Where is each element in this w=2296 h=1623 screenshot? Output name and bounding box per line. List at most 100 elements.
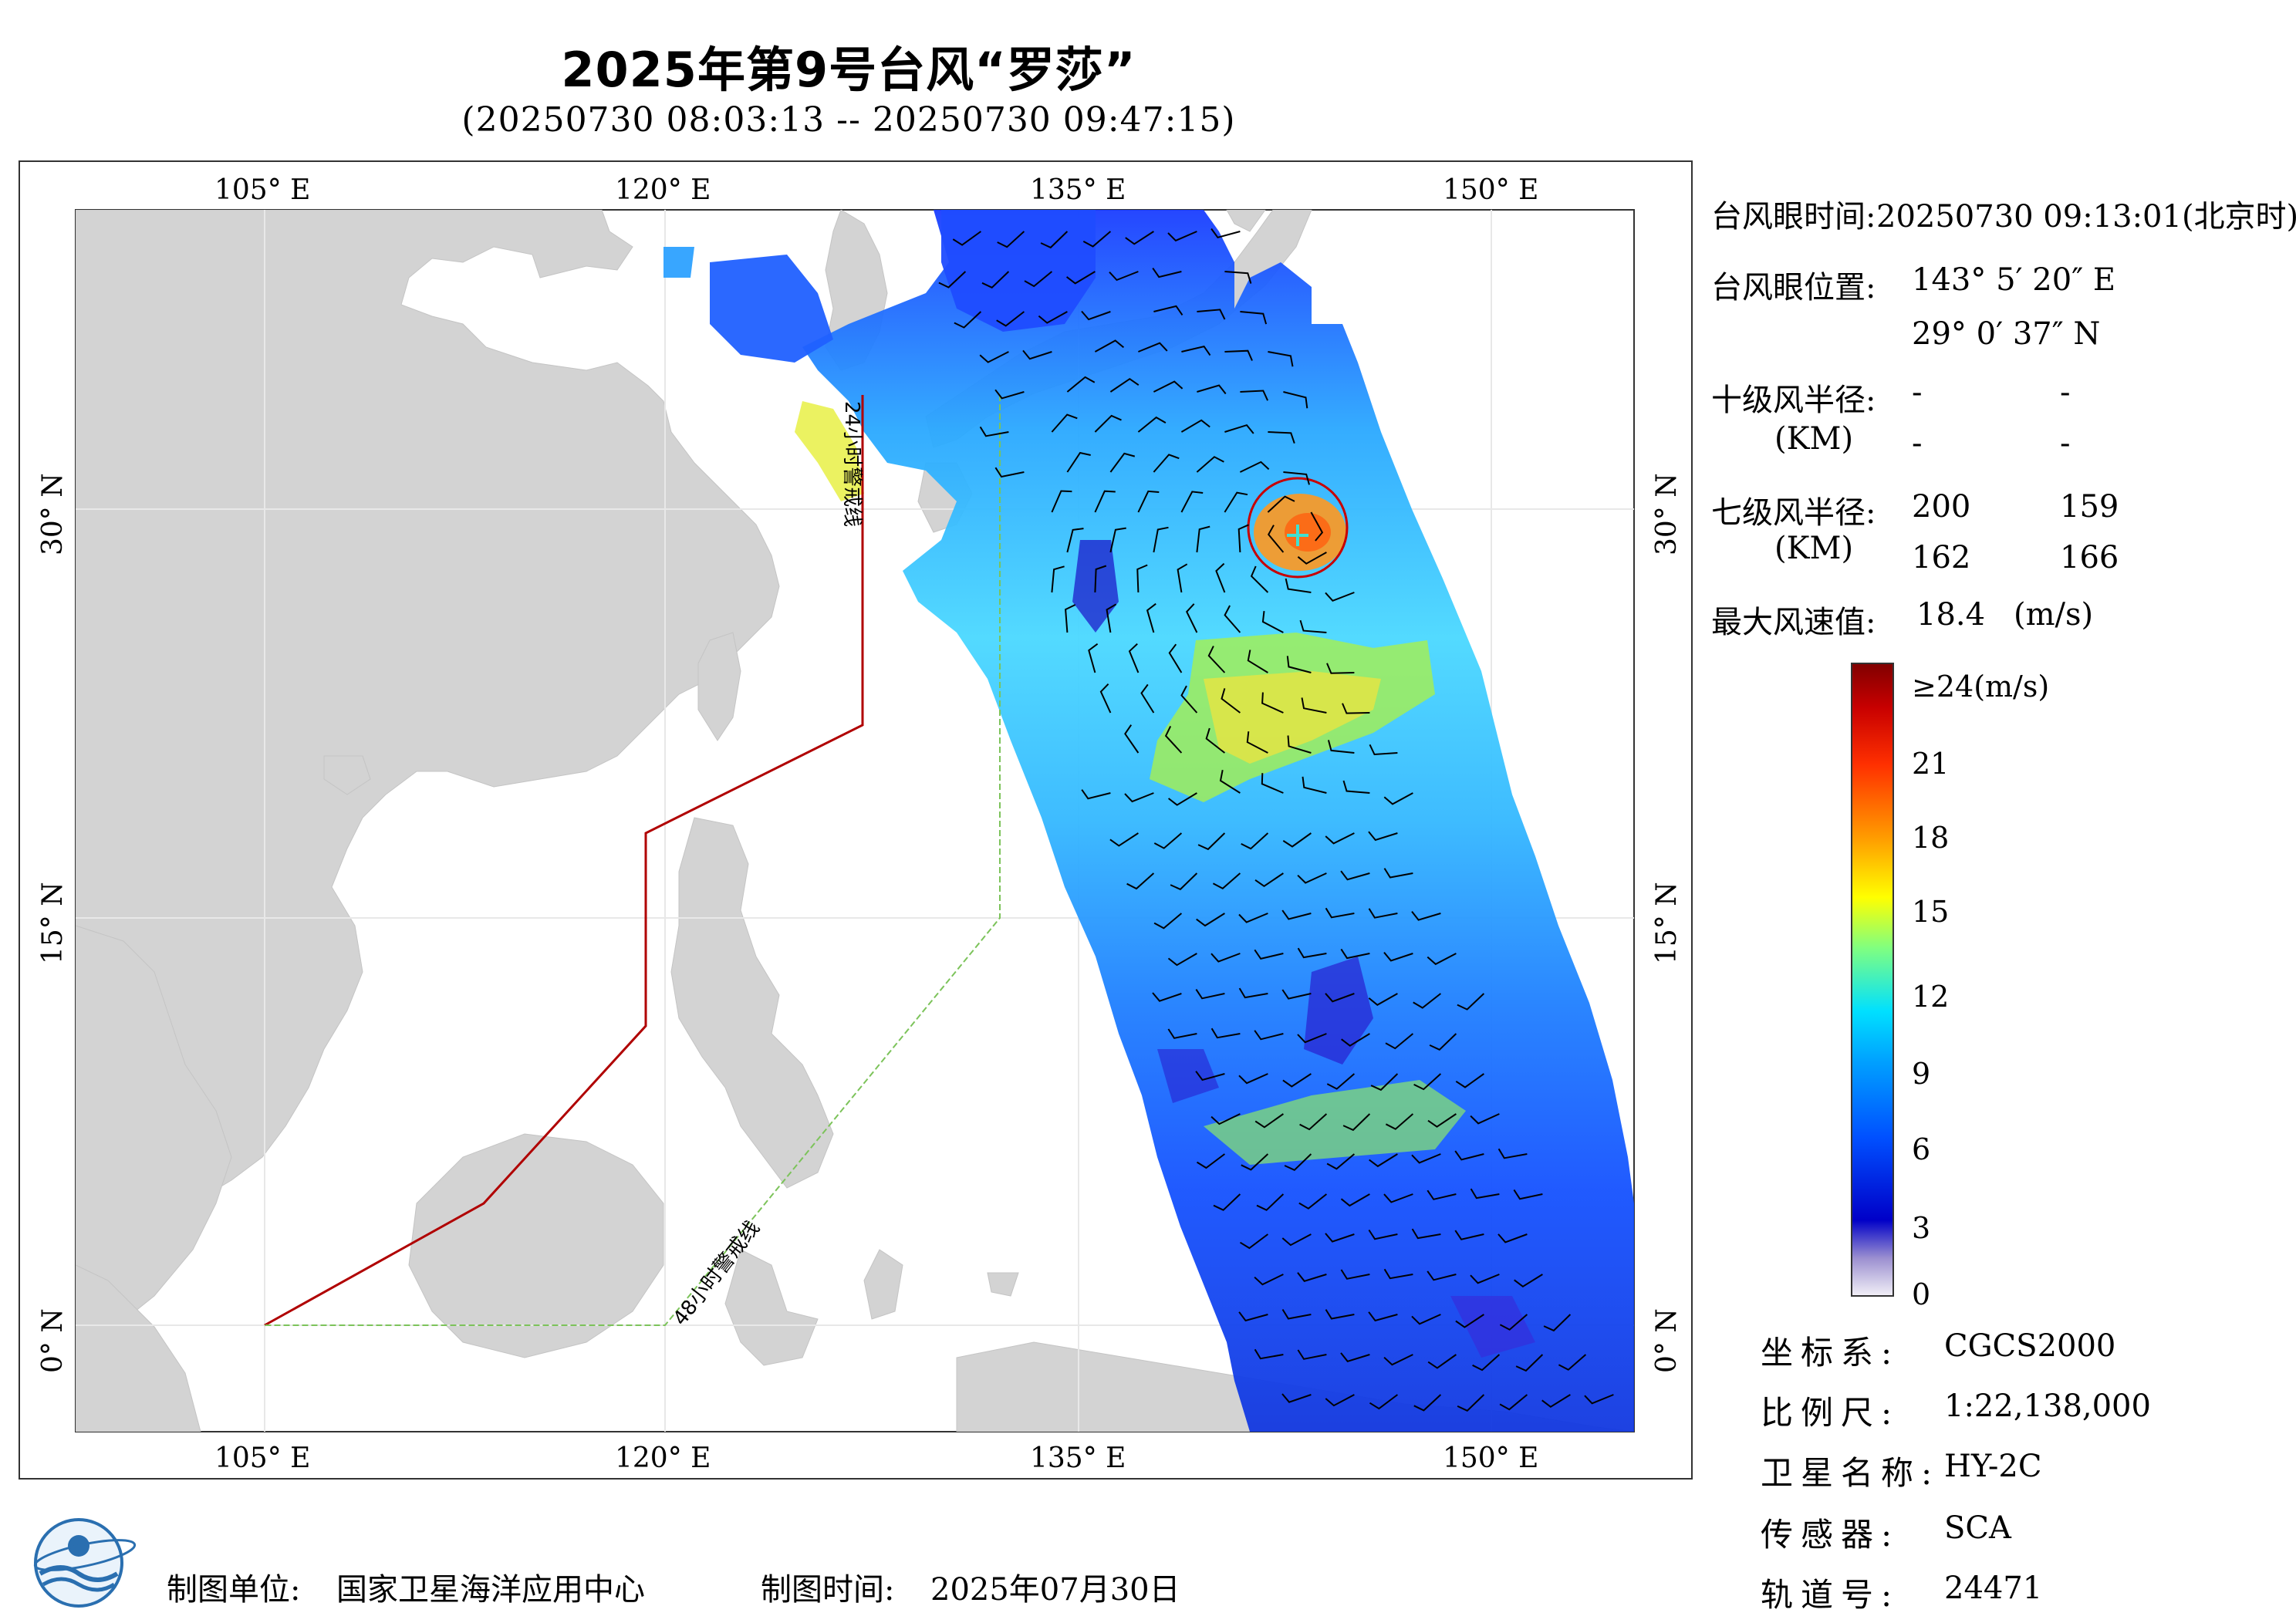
- wind-barb: [1153, 832, 1183, 849]
- wind-barb: [1325, 1309, 1355, 1320]
- wind-barb: [1109, 452, 1136, 473]
- wind-barb: [1261, 692, 1284, 714]
- wind-barb: [1247, 650, 1268, 673]
- wind-barb: [1427, 1270, 1457, 1281]
- wind-barb: [1238, 987, 1268, 999]
- wind-barb: [994, 389, 1025, 400]
- wind-barb: [1383, 1193, 1413, 1203]
- colorbar-label-24: ≥24(m/s): [1912, 670, 2050, 704]
- lon-label-top-135: 135° E: [1030, 174, 1126, 206]
- wind-barb: [1499, 1394, 1528, 1411]
- wind-barb: [1196, 913, 1225, 927]
- wind-barb: [1368, 1229, 1398, 1240]
- colorbar-label-18: 18: [1912, 821, 1950, 855]
- wind-barb: [1281, 909, 1312, 920]
- wind-barb: [1326, 663, 1355, 674]
- lat-label-left-30: 30° N: [37, 473, 69, 555]
- wind-barb: [1472, 1354, 1501, 1372]
- wind-barb: [1167, 792, 1197, 806]
- wind-barbs: [938, 228, 1614, 1412]
- wind-barb: [1325, 993, 1355, 1003]
- r7-value-3: 162: [1912, 540, 1971, 575]
- wind-barb: [1499, 1314, 1528, 1331]
- satellite-label: 卫星名称:: [1761, 1454, 1940, 1492]
- r10-km-unit: (KM): [1774, 421, 1854, 457]
- map-time-label: 制图时间:: [761, 1572, 895, 1608]
- wind-barb: [1342, 780, 1370, 794]
- wind-barb: [1153, 526, 1169, 553]
- wind-barb: [1164, 725, 1183, 754]
- wind-barb: [1038, 311, 1068, 324]
- wind-barb: [1299, 619, 1327, 633]
- wind-barb: [994, 467, 1025, 478]
- nsoas-logo-icon: [33, 1518, 137, 1608]
- wind-barb: [1109, 271, 1139, 282]
- wind-barb: [1454, 1230, 1484, 1240]
- wind-barb: [1281, 1393, 1312, 1403]
- wind-barb: [1210, 1113, 1241, 1125]
- wind-barb: [1241, 1153, 1269, 1171]
- wind-barb: [1238, 1073, 1268, 1085]
- wind-barb: [1283, 391, 1308, 409]
- wind-barb: [1024, 271, 1053, 288]
- wind-barb: [1246, 731, 1268, 754]
- wind-barb: [1383, 951, 1413, 962]
- wind-barb: [996, 311, 1025, 327]
- wind-barb: [1515, 1354, 1544, 1372]
- wind-barb: [1385, 1033, 1414, 1050]
- producer-value: 国家卫星海洋应用中心: [336, 1572, 645, 1608]
- wind-barb: [1297, 1272, 1327, 1282]
- wind-barb: [1153, 305, 1183, 315]
- wind-barb: [1051, 413, 1078, 433]
- wind-barb: [1094, 339, 1125, 353]
- wind-barb: [1457, 1394, 1485, 1412]
- r7-value-1: 200: [1912, 489, 1971, 525]
- wind-barb: [1368, 993, 1398, 1007]
- r10-value-4: -: [2060, 426, 2071, 461]
- wind-barb: [1170, 872, 1198, 891]
- wind-barb: [1383, 868, 1413, 879]
- wind-barb: [1196, 525, 1210, 553]
- wind-barb: [1106, 603, 1117, 633]
- wind-barb: [1022, 349, 1052, 360]
- wind-barb: [1497, 1233, 1528, 1243]
- colorbar: [1851, 663, 1894, 1297]
- wind-barb: [1180, 685, 1198, 714]
- wind-barb: [1195, 989, 1225, 1000]
- wind-barb: [1197, 832, 1226, 851]
- lon-label-top-120: 120° E: [615, 174, 711, 206]
- wind-barb: [1240, 390, 1269, 401]
- wind-barb: [1168, 643, 1183, 673]
- wind-barb: [979, 351, 1009, 363]
- wind-barb: [979, 426, 1009, 437]
- lon-label-bottom-120: 120° E: [615, 1442, 711, 1474]
- wind-barb: [1429, 1033, 1457, 1051]
- wind-barb: [1427, 1189, 1457, 1200]
- wind-barb: [1261, 773, 1284, 794]
- wind-barb: [1250, 565, 1269, 593]
- orbit-value: 24471: [1944, 1571, 2043, 1606]
- max-wind-value: 18.4: [1916, 597, 1986, 633]
- wind-barb: [1212, 872, 1241, 890]
- wind-barb: [997, 231, 1025, 248]
- wind-barb: [1219, 770, 1241, 794]
- wind-barb: [938, 271, 967, 288]
- wind-barb: [1210, 228, 1241, 238]
- wind-barb: [1186, 603, 1198, 633]
- wind-barb: [1325, 1233, 1355, 1243]
- wind-barb: [1082, 231, 1112, 248]
- wind-barb: [1153, 454, 1180, 473]
- wind-barb: [1254, 872, 1284, 888]
- wind-barb: [1287, 735, 1312, 754]
- wind-barb: [1195, 1071, 1225, 1081]
- typhoon-eye-cross: [1287, 525, 1308, 546]
- wind-barb: [1284, 1153, 1312, 1171]
- wind-barb: [1197, 384, 1227, 395]
- colorbar-label-9: 9: [1912, 1057, 1931, 1091]
- wind-barb: [1224, 605, 1241, 633]
- warning-line-24h: [264, 395, 864, 1327]
- wind-barb: [1411, 1228, 1441, 1240]
- wind-barb: [1470, 1113, 1500, 1125]
- wind-barb: [1040, 231, 1069, 249]
- eye-time-value: 20250730 09:13:01(北京时): [1876, 199, 2296, 235]
